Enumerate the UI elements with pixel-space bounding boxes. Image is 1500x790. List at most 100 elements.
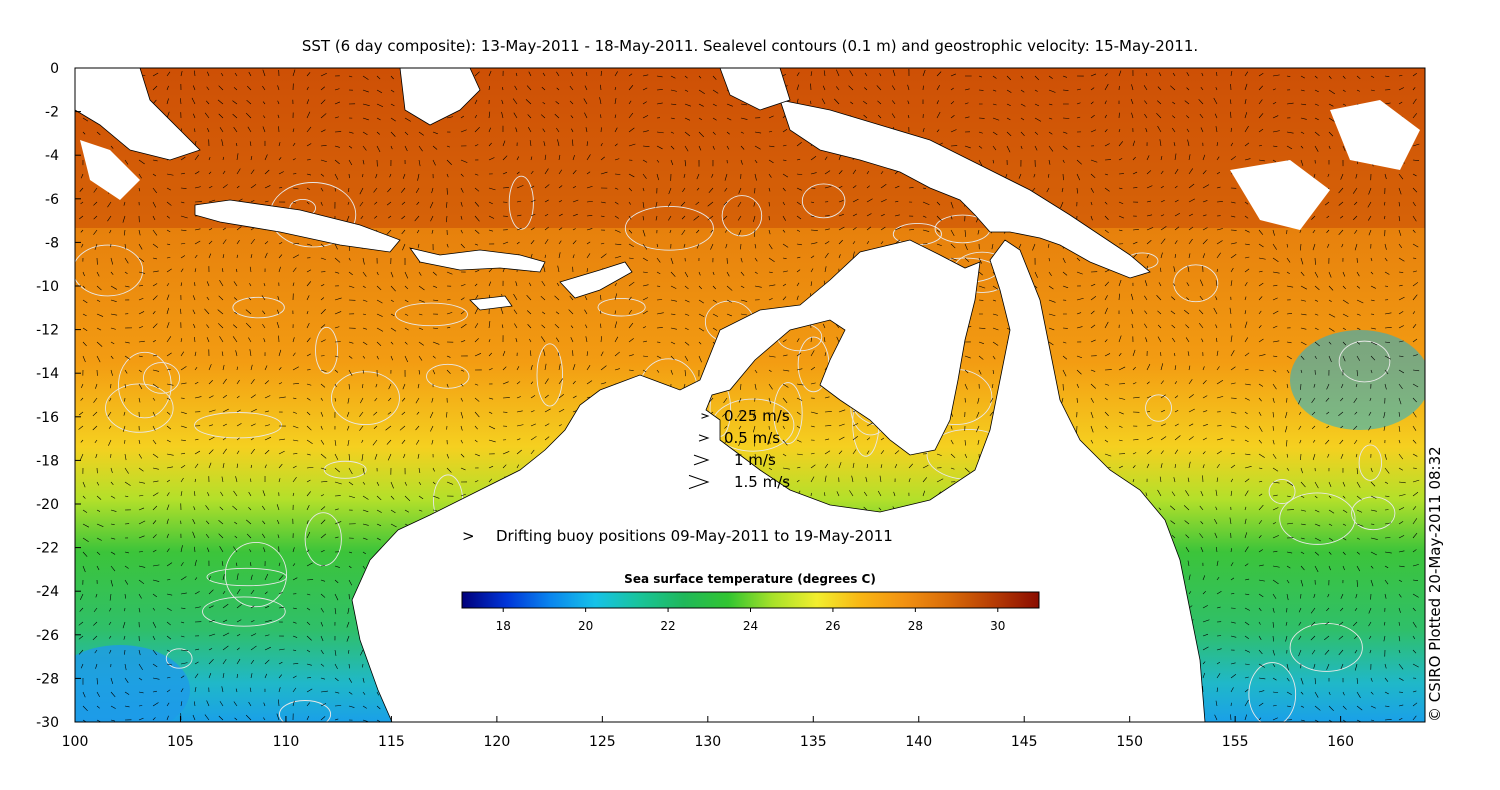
velocity-arrow — [1172, 115, 1176, 119]
velocity-arrow — [1384, 75, 1390, 77]
velocity-arrow — [642, 229, 646, 237]
velocity-arrow — [218, 295, 224, 301]
velocity-arrow — [248, 297, 252, 301]
velocity-arrow — [347, 439, 350, 447]
velocity-arrow — [782, 354, 788, 357]
velocity-arrow — [711, 173, 714, 178]
velocity-arrow — [1258, 85, 1263, 91]
velocity-arrow — [1314, 103, 1319, 106]
velocity-arrow — [600, 323, 602, 329]
velocity-arrow — [1216, 268, 1218, 273]
velocity-arrow — [375, 383, 378, 388]
velocity-arrow — [373, 187, 378, 193]
velocity-arrow — [1354, 243, 1358, 251]
velocity-arrow — [1342, 313, 1349, 318]
velocity-arrow — [488, 352, 493, 357]
velocity-arrow — [670, 299, 678, 302]
velocity-arrow — [249, 141, 252, 147]
y-tick-label: -4 — [45, 148, 59, 164]
velocity-arrow — [138, 467, 144, 472]
velocity-arrow — [628, 309, 632, 315]
velocity-arrow — [1160, 450, 1164, 455]
velocity-arrow — [1230, 366, 1236, 371]
velocity-arrow — [138, 297, 144, 301]
velocity-arrow — [768, 271, 773, 273]
velocity-arrow — [347, 397, 350, 404]
y-tick-label: 0 — [50, 61, 59, 77]
velocity-arrow — [712, 327, 718, 331]
velocity-arrow — [264, 395, 271, 399]
velocity-arrow — [1104, 453, 1112, 457]
velocity-arrow — [768, 145, 775, 148]
velocity-arrow — [1174, 423, 1179, 427]
velocity-arrow — [1118, 215, 1125, 219]
velocity-arrow — [1356, 327, 1361, 330]
velocity-arrow — [1244, 83, 1248, 91]
velocity-arrow — [208, 228, 213, 231]
velocity-arrow — [79, 453, 84, 461]
velocity-arrow — [474, 114, 478, 119]
velocity-arrow — [278, 382, 283, 385]
colorbar-tick-label: 28 — [908, 619, 923, 633]
velocity-arrow — [82, 299, 88, 304]
velocity-arrow — [1187, 139, 1190, 147]
velocity-arrow — [387, 411, 392, 415]
velocity-arrow — [1300, 159, 1304, 166]
velocity-arrow — [334, 243, 338, 250]
velocity-arrow — [1258, 72, 1264, 77]
velocity-arrow — [1104, 83, 1109, 91]
velocity-arrow — [556, 71, 560, 77]
velocity-arrow — [1186, 297, 1190, 301]
velocity-arrow — [418, 285, 425, 291]
velocity-arrow — [306, 281, 312, 287]
velocity-arrow — [796, 72, 800, 77]
velocity-arrow — [166, 336, 172, 343]
velocity-arrow — [1188, 226, 1194, 231]
velocity-arrow — [530, 436, 537, 441]
velocity-arrow — [373, 425, 378, 429]
velocity-arrow — [516, 464, 520, 469]
velocity-arrow — [558, 363, 561, 371]
velocity-arrow — [152, 340, 156, 343]
contour-line — [1338, 340, 1391, 383]
velocity-arrow — [248, 71, 252, 77]
velocity-arrow — [264, 410, 269, 413]
velocity-arrow — [348, 257, 351, 261]
velocity-arrow — [1090, 129, 1097, 133]
velocity-arrow — [292, 411, 297, 414]
velocity-arrow — [684, 103, 691, 107]
velocity-arrow — [707, 201, 714, 207]
velocity-arrow — [306, 126, 312, 133]
velocity-arrow — [642, 271, 648, 273]
velocity-arrow — [1118, 279, 1122, 287]
velocity-arrow — [109, 397, 112, 402]
velocity-arrow — [245, 112, 252, 119]
velocity-arrow — [558, 240, 562, 245]
velocity-arrow — [586, 241, 591, 245]
velocity-arrow — [1172, 127, 1176, 133]
velocity-arrow — [110, 327, 116, 330]
velocity-arrow — [400, 187, 406, 193]
velocity-arrow — [446, 467, 452, 473]
velocity-arrow — [768, 187, 771, 192]
velocity-arrow — [753, 201, 756, 207]
velocity-arrow — [1258, 128, 1264, 133]
velocity-arrow — [1370, 369, 1373, 374]
velocity-arrow — [166, 243, 171, 245]
velocity-arrow — [1354, 229, 1358, 234]
velocity-arrow — [1090, 87, 1095, 91]
contour-line — [75, 244, 144, 297]
velocity-arrow — [976, 411, 980, 418]
velocity-arrow — [1286, 369, 1290, 374]
velocity-arrow — [204, 112, 210, 119]
velocity-arrow — [572, 213, 578, 217]
velocity-arrow — [782, 144, 787, 147]
velocity-arrow — [94, 243, 98, 250]
velocity-arrow — [894, 214, 900, 217]
velocity-arrow — [796, 256, 801, 259]
velocity-arrow — [667, 201, 672, 207]
velocity-arrow — [628, 112, 634, 119]
velocity-arrow — [263, 283, 266, 287]
velocity-arrow — [362, 131, 368, 136]
velocity-arrow — [1131, 84, 1134, 91]
